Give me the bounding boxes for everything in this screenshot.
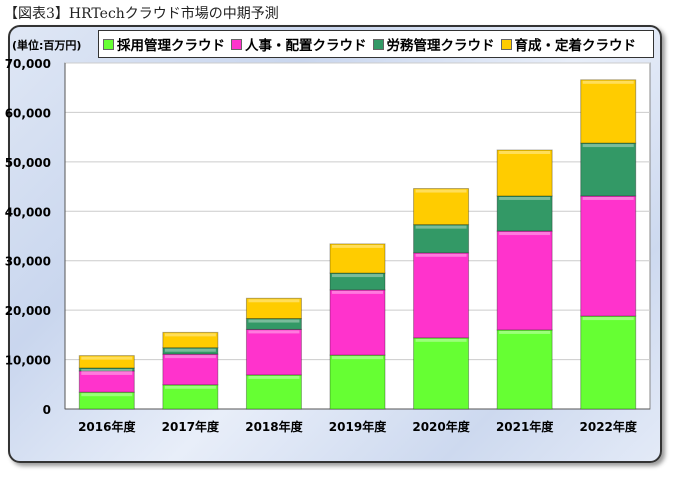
x-tick-label: 2017年度 [162,419,220,434]
bar-highlight [499,330,551,334]
legend-swatch [500,38,512,50]
y-tick-label: 30,000 [5,255,51,269]
bar-highlight [415,225,467,229]
y-tick-label: 20,000 [5,304,51,318]
legend-swatch [103,38,114,50]
bar-segment [329,289,386,356]
bar-highlight [499,232,551,236]
legend-label: 採用管理クラウド [117,38,225,54]
bar-highlight [248,375,300,379]
bar-highlight [332,274,383,278]
legend-item: 育成・定着クラウド [500,34,637,54]
legend-item: 人事・配置クラウド [231,34,367,54]
bar-highlight [81,368,133,372]
bar-highlight [164,385,216,389]
bar-segment [496,149,553,197]
bar-highlight [248,299,300,303]
bar-segment [245,374,302,410]
x-tick-label: 2020年度 [412,419,470,434]
bar-segment [245,328,302,376]
bar-segment [496,195,553,232]
bar-highlight [499,196,551,200]
bar-segment [162,353,219,386]
bar-highlight [415,189,467,193]
bar-segment [413,252,470,339]
bar-highlight [248,319,300,323]
legend-item: 労務管理クラウド [372,34,495,54]
bar-segment [496,329,553,410]
bar-highlight [582,144,634,148]
legend-item: 採用管理クラウド [103,34,225,54]
bar-highlight [415,338,467,342]
bar-segment [580,79,637,144]
x-tick-label: 2022年度 [580,419,638,434]
figure-title: 【図表3】HRTechクラウド市場の中期予測 [4,6,279,22]
x-tick-label: 2016年度 [78,419,136,434]
legend-label: 人事・配置クラウド [245,38,367,54]
bar-segment [580,195,637,317]
y-axis-unit: (単位:百万円) [12,39,82,52]
bar-highlight [582,196,634,200]
y-tick-label: 0 [43,403,51,417]
bar-highlight [248,330,300,334]
x-tick-label: 2018年度 [245,419,303,434]
bar-highlight [415,253,467,257]
bar-segment [329,243,386,274]
bar-segment [162,384,219,410]
bar-segment [496,230,553,331]
bar-highlight [499,150,551,154]
bar-highlight [332,356,383,360]
bar-highlight [164,355,216,359]
bar-segment [580,142,637,197]
bar-highlight [582,80,634,84]
x-tick-label: 2019年度 [329,419,387,434]
bar-highlight [164,348,216,352]
legend-swatch [372,38,384,50]
y-tick-label: 60,000 [5,106,51,120]
bar-segment [580,315,637,410]
legend: 採用管理クラウド 人事・配置クラウド 労務管理クラウド 育成・定着クラウド [98,30,654,58]
bar-segment [329,354,386,410]
bar-highlight [81,393,133,397]
bar-segment [413,337,470,410]
bar-segment [162,331,219,349]
bar-segment [413,224,470,254]
y-tick-label: 10,000 [5,354,51,368]
legend-label: 育成・定着クラウド [514,38,637,54]
bar-highlight [332,244,383,248]
bar-segment [329,272,386,291]
bar-highlight [582,317,634,321]
bar-segment [245,297,302,320]
bar-highlight [164,333,216,337]
y-tick-label: 50,000 [5,156,51,170]
y-tick-label: 70,000 [5,57,51,71]
bar-highlight [81,371,133,375]
x-tick-label: 2021年度 [496,419,554,434]
legend-label: 労務管理クラウド [386,38,495,54]
bar-segment [413,188,470,226]
bar-highlight [81,356,133,360]
bar-highlight [332,290,383,294]
legend-swatch [231,38,242,50]
bar-segment [78,355,135,369]
y-tick-label: 40,000 [5,205,51,219]
